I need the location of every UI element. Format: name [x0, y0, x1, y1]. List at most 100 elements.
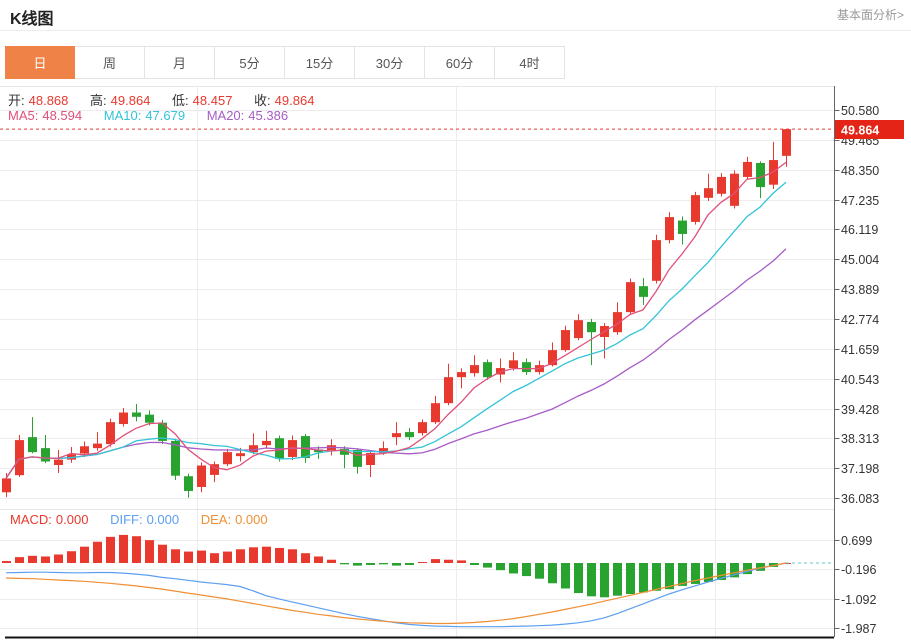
macd-bar	[80, 546, 89, 563]
candle	[93, 443, 102, 449]
candle	[340, 448, 349, 455]
macd-value: 0.000	[55, 512, 89, 527]
candle	[41, 448, 50, 462]
tab-日[interactable]: 日	[5, 46, 75, 79]
candle	[158, 422, 167, 441]
tab-周[interactable]: 周	[75, 46, 145, 79]
macd-panel	[2, 534, 834, 639]
candle	[145, 414, 154, 423]
candle	[119, 412, 128, 425]
macd-bar	[509, 563, 518, 574]
candle	[171, 440, 180, 476]
high-value: 49.864	[110, 93, 151, 108]
candle	[223, 452, 232, 465]
macd-bar	[470, 563, 479, 565]
candle	[184, 476, 193, 491]
candle	[587, 322, 596, 333]
macd-bar	[704, 563, 713, 582]
candle	[444, 377, 453, 404]
macd-bar	[652, 563, 661, 591]
candle	[717, 176, 726, 194]
macd-bar	[15, 557, 24, 563]
candle	[106, 422, 115, 445]
candle	[782, 129, 791, 156]
candle	[431, 403, 440, 423]
macd-bar	[249, 547, 258, 563]
macd-bar	[678, 563, 687, 586]
ma5-label: MA5:	[8, 108, 39, 123]
candle	[626, 282, 635, 313]
tab-月[interactable]: 月	[145, 46, 215, 79]
axis-tick-label: -1.092	[841, 593, 876, 607]
candle	[457, 372, 466, 378]
candle	[522, 362, 531, 373]
macd-bar	[561, 563, 570, 589]
tab-4时[interactable]: 4时	[495, 46, 565, 79]
axis-tick-label: 40.543	[841, 373, 879, 387]
candle	[652, 240, 661, 281]
candle	[418, 422, 427, 434]
tab-5分[interactable]: 5分	[215, 46, 285, 79]
ma5-value: 48.594	[42, 108, 83, 123]
candle	[197, 465, 206, 487]
candle	[691, 195, 700, 222]
axis-tick-label: 37.198	[841, 462, 879, 476]
macd-bar	[366, 563, 375, 565]
current-price-badge: 49.864	[835, 120, 904, 139]
macd-bar	[535, 563, 544, 579]
candle	[210, 464, 219, 475]
macd-bar	[483, 563, 492, 568]
ma10-value: 47.679	[145, 108, 186, 123]
candle	[366, 452, 375, 465]
candles-layer	[2, 129, 791, 498]
macd-bar	[327, 559, 336, 563]
tab-15分[interactable]: 15分	[285, 46, 355, 79]
macd-bar	[67, 551, 76, 563]
axis-tick-label: 46.119	[841, 223, 878, 237]
macd-bar	[301, 553, 310, 563]
macd-bar	[2, 561, 11, 563]
macd-bar	[158, 544, 167, 563]
macd-bar	[262, 546, 271, 563]
axis-tick-label: 36.083	[841, 492, 879, 506]
candle	[704, 188, 713, 198]
fundamental-analysis-link[interactable]: 基本面分析>	[836, 8, 904, 22]
macd-bar	[743, 563, 752, 575]
macd-bar	[353, 563, 362, 566]
ma20-value: 45.386	[248, 108, 289, 123]
candle	[2, 478, 11, 493]
candle	[405, 432, 414, 438]
axis-tick-label: 0.699	[841, 534, 872, 548]
ma-readout: MA5: 48.594 MA10: 47.679 MA20: 45.386	[8, 108, 292, 123]
candle	[678, 220, 687, 234]
diff-label: DIFF:	[110, 512, 143, 527]
candle	[639, 286, 648, 297]
candle	[67, 454, 76, 460]
macd-bar	[626, 563, 635, 595]
macd-bar	[730, 563, 739, 578]
open-value: 48.868	[28, 93, 69, 108]
candle	[561, 330, 570, 351]
tab-60分[interactable]: 60分	[425, 46, 495, 79]
candle	[54, 459, 63, 465]
tab-30分[interactable]: 30分	[355, 46, 425, 79]
macd-bar	[496, 563, 505, 571]
candle	[236, 453, 245, 457]
macd-label: MACD:	[10, 512, 52, 527]
macd-bar	[275, 547, 284, 563]
diff-value: 0.000	[146, 512, 180, 527]
axis-tick-label: 50.580	[841, 104, 879, 118]
low-value: 48.457	[192, 93, 233, 108]
macd-bar	[106, 536, 115, 563]
candle	[262, 440, 271, 446]
macd-bar	[574, 563, 583, 594]
close-label: 收:	[254, 93, 271, 108]
dea-line	[5, 562, 787, 625]
low-label: 低:	[172, 93, 189, 108]
axis-tick-label: 41.659	[841, 343, 879, 357]
open-label: 开:	[8, 93, 25, 108]
macd-bar	[119, 534, 128, 563]
macd-bar	[145, 540, 154, 563]
